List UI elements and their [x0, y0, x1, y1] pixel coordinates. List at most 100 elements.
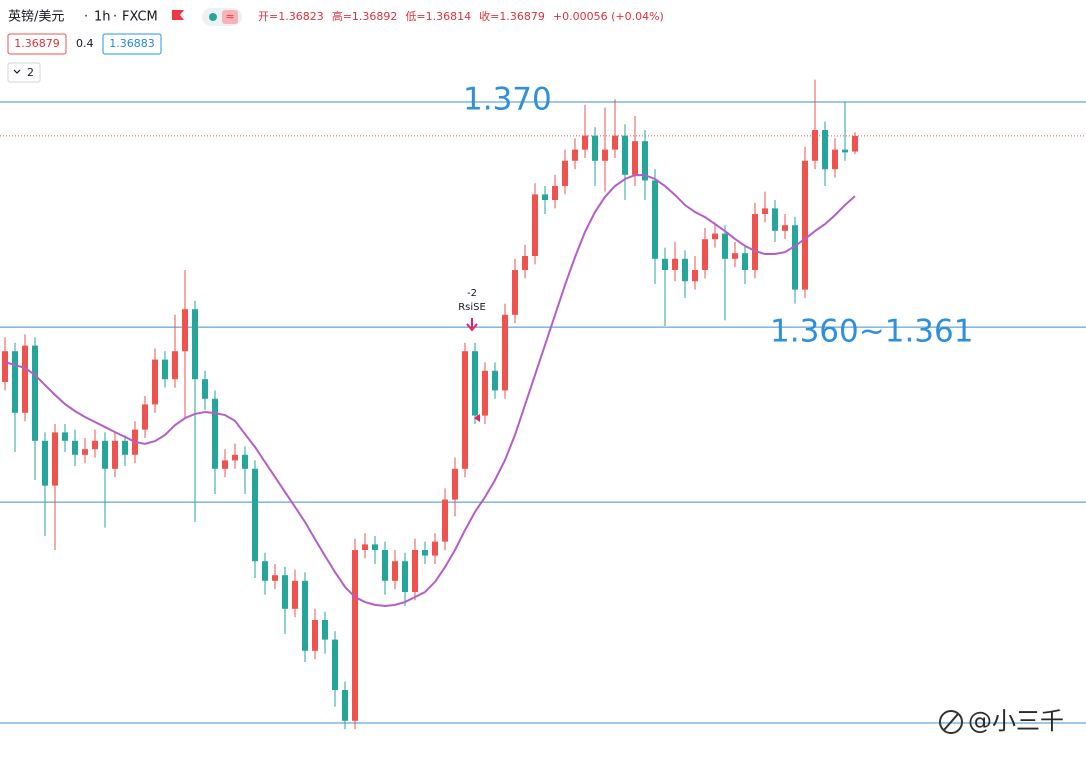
source: FXCM [122, 10, 158, 25]
ohlc-legend: 开=1.36823 高=1.36892 低=1.36814 收=1.36879 +0.0… [258, 9, 664, 23]
candle-body [232, 454, 238, 461]
moving-average [4, 174, 856, 608]
candle-body [702, 239, 708, 270]
legend-value: 收=1.36879 [479, 9, 545, 23]
candle-body [172, 351, 178, 380]
signal-label: RsiSE [458, 302, 486, 313]
legend-value: 低=1.36814 [405, 10, 471, 23]
candle-body [622, 135, 628, 175]
candle-body [192, 309, 198, 380]
candle-body [52, 432, 58, 486]
candle-body [302, 580, 308, 651]
watermark-icon [943, 713, 959, 731]
candle-body [122, 440, 128, 455]
candle-body [772, 208, 778, 231]
candle-body [382, 550, 388, 581]
candle-body [652, 180, 658, 259]
watermark-text: @小三千 [968, 707, 1064, 735]
indicator-count: 2 [27, 66, 34, 79]
legend-value: 开=1.36823 [258, 10, 324, 23]
candle-body [22, 345, 28, 413]
candle-body [322, 620, 328, 640]
candle-body [612, 135, 618, 150]
bid: 1.36879 [14, 37, 60, 50]
chevron-icon [13, 69, 21, 74]
legend-value: 高=1.36892 [332, 9, 398, 23]
watermark: @小三千 [939, 707, 1064, 735]
candle-body [392, 561, 398, 581]
candle-body [12, 351, 18, 413]
ask-box[interactable] [102, 33, 162, 55]
signal-arrow [466, 318, 478, 332]
candle-body [442, 499, 448, 542]
candle-body [92, 440, 98, 450]
legend-value: +0.00056 (+0.04%) [553, 10, 664, 23]
candle-body [312, 620, 318, 651]
candle-body [142, 404, 148, 430]
indicator-toggle[interactable] [7, 62, 41, 83]
toggle-icon [222, 10, 238, 24]
candle-body [812, 130, 818, 161]
candle-body [502, 314, 508, 391]
candle-body [602, 149, 608, 161]
candle-body [372, 544, 378, 550]
candle-body [592, 135, 598, 161]
candle-body [412, 550, 418, 592]
candle-body [432, 541, 438, 556]
candle-body [272, 575, 278, 581]
candle-body [212, 398, 218, 469]
separator: · [84, 10, 88, 25]
candle-body [552, 186, 558, 200]
candle-body [582, 135, 588, 150]
candle-body [422, 550, 428, 556]
separator: · [113, 10, 117, 25]
candle-body [762, 208, 768, 214]
candle-body [532, 194, 538, 256]
bid-box[interactable] [7, 33, 67, 55]
annotation: 1.370 [463, 82, 552, 118]
candle-body [732, 253, 738, 259]
candle-body [2, 351, 8, 382]
candle-body [242, 454, 248, 469]
candle-body [332, 639, 338, 690]
candle-body [752, 214, 758, 270]
candle-body [182, 309, 188, 352]
candle-body [512, 270, 518, 315]
candle-body [162, 359, 168, 380]
candle-body [42, 440, 48, 486]
flag-icon[interactable] [172, 10, 184, 20]
candle-body [572, 149, 578, 161]
candle-body [742, 253, 748, 270]
candle-body [632, 141, 638, 175]
candle-body [202, 379, 208, 399]
symbol: 英镑/美元 [8, 9, 64, 25]
interval: 1h [94, 10, 111, 25]
toggle-dot [209, 13, 217, 21]
header: 英镑/美元 · 1h · FXCM ≈ 开=1.36823 高=1.36892 低=… [7, 8, 664, 83]
candle-body [102, 440, 108, 469]
candle-body [842, 149, 848, 153]
plot-area: 1.370 1.360~1.361 -2 RsiSE [0, 79, 1086, 730]
candle-body [282, 575, 288, 609]
candle-body [472, 351, 478, 416]
candle-body [542, 194, 548, 200]
candle-body [352, 550, 358, 721]
candle-body [462, 351, 468, 469]
candle-body [692, 270, 698, 282]
candle-body [522, 256, 528, 270]
candle-body [802, 160, 808, 290]
candle-body [82, 449, 88, 455]
candle-body [112, 440, 118, 469]
candle-body [32, 345, 38, 441]
candle-body [222, 460, 228, 469]
candle-body [482, 370, 488, 416]
candle-body [782, 225, 788, 231]
ask: 1.36883 [109, 37, 155, 50]
watermark-icon [939, 710, 963, 734]
candle-body [62, 432, 68, 441]
candle-body [292, 580, 298, 609]
candle-body [402, 561, 408, 592]
